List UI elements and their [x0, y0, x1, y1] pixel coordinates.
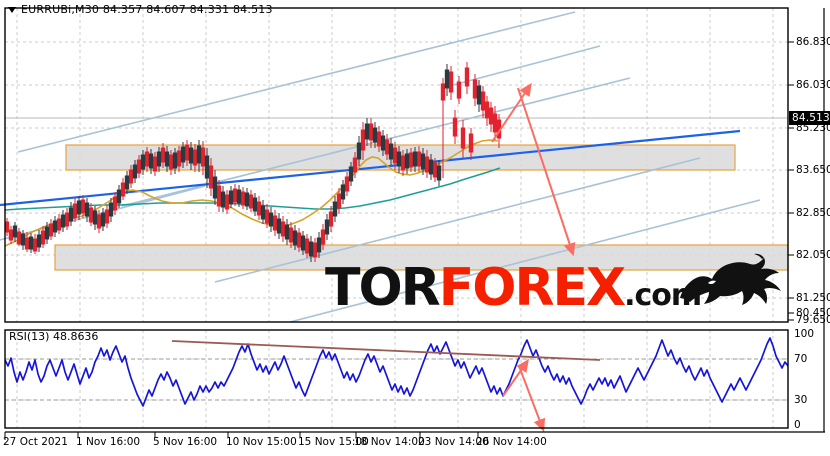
rsi-indicator-label: RSI(13) 48.8636 — [9, 330, 99, 343]
candlestick-series[interactable] — [4, 62, 502, 262]
rsi-tick-100: 100 — [794, 328, 815, 340]
rsi-trendline[interactable] — [171, 340, 601, 361]
price-tick-82850: 82.850 — [796, 207, 830, 219]
rsi-tick-70: 70 — [794, 353, 808, 365]
panel-frames — [4, 7, 789, 429]
price-tick-82050: 82.050 — [796, 249, 830, 261]
price-tick-85230: 85.230 — [796, 122, 830, 134]
x-tick-4: 15 Nov 15:00 — [298, 436, 369, 448]
x-tick-2: 5 Nov 16:00 — [153, 436, 218, 448]
price-tick-79650: 79.650 — [796, 314, 830, 326]
rsi-tick-30: 30 — [794, 394, 808, 406]
forecast-down-arrow[interactable] — [517, 87, 576, 257]
rsi-panel-bg — [5, 330, 788, 428]
chevron-down-icon[interactable] — [8, 7, 16, 13]
forecast-arrows-rsi[interactable] — [502, 358, 546, 433]
chart-header: EURRUBi,M30 84.357 84.607 84.331 84.513 — [8, 3, 273, 16]
ma-slow-line — [4, 167, 501, 211]
x-tick-5: 18 Nov 14:00 — [354, 436, 425, 448]
price-tick-81250: 81.250 — [796, 292, 830, 304]
rsi-level-lines — [5, 358, 788, 401]
price-tick-83650: 83.650 — [796, 164, 830, 176]
rsi-line — [4, 337, 789, 407]
axis-ticks — [4, 41, 794, 440]
symbol-ohlc-label: EURRUBi,M30 84.357 84.607 84.331 84.513 — [21, 3, 273, 16]
x-tick-6: 23 Nov 14:00 — [418, 436, 489, 448]
rsi-tick-0: 0 — [794, 419, 801, 431]
x-tick-3: 10 Nov 15:00 — [226, 436, 297, 448]
current-price-label: 84.513 — [789, 111, 830, 125]
bull-logo-icon — [680, 253, 781, 305]
x-tick-0: 27 Oct 2021 — [3, 436, 68, 448]
rsi-forecast-down-arrow[interactable] — [518, 365, 546, 433]
price-tick-80450: 80.450 — [796, 307, 830, 319]
price-tick-86830: 86.830 — [796, 36, 830, 48]
x-tick-7: 26 Nov 14:00 — [476, 436, 547, 448]
forecast-arrows-price[interactable] — [491, 82, 576, 257]
price-tick-86030: 86.030 — [796, 79, 830, 91]
lower-demand-zone[interactable] — [54, 244, 789, 271]
x-tick-1: 1 Nov 16:00 — [76, 436, 141, 448]
